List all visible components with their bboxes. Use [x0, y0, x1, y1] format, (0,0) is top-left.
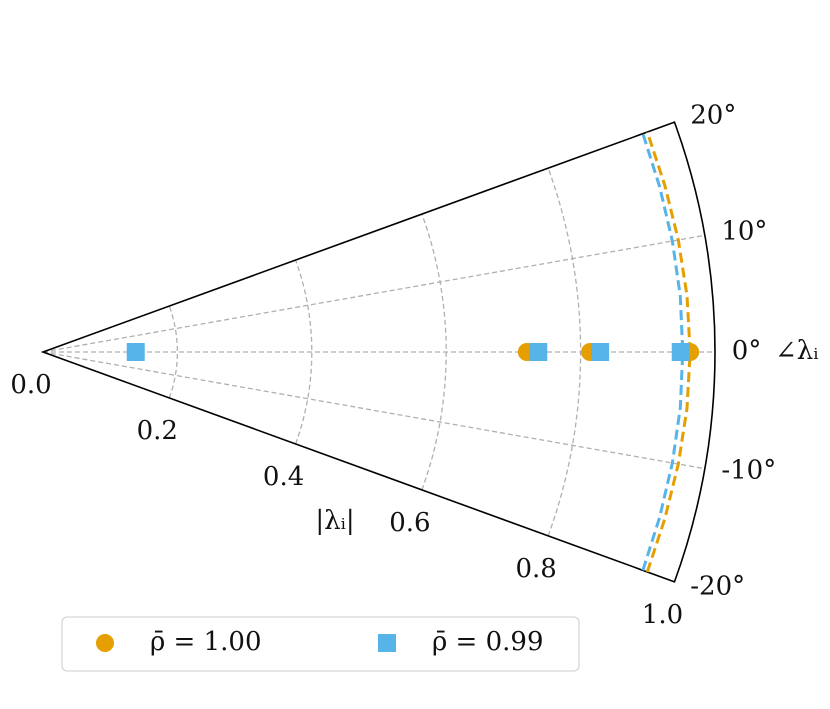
point — [671, 343, 690, 361]
legend-label: ρ̄ = 0.99 — [432, 627, 544, 657]
polar-frame — [40, 121, 716, 583]
r-axis-label: |λᵢ| — [315, 506, 354, 536]
theta-tick-label: 20° — [690, 100, 736, 130]
legend-marker — [378, 634, 396, 652]
theta-tick-label: -20° — [690, 572, 745, 602]
theta-axis-label: ∠λᵢ — [775, 336, 819, 366]
r-tick-label: 0.8 — [515, 554, 556, 584]
legend-marker — [96, 634, 114, 652]
grid-arc — [168, 305, 179, 399]
point — [126, 343, 145, 361]
point — [591, 343, 610, 361]
legend-label: ρ̄ = 1.00 — [150, 627, 262, 657]
grid-arc — [421, 213, 447, 491]
grid-ray — [42, 351, 705, 470]
legend-box — [61, 616, 580, 672]
r-tick-label: 0.0 — [10, 370, 51, 400]
r-tick-label: 0.2 — [137, 416, 178, 446]
r-tick-label: 1.0 — [642, 600, 683, 630]
point — [529, 343, 548, 361]
theta-tick-label: 10° — [721, 216, 767, 246]
grid-ray — [42, 234, 705, 353]
r-tick-label: 0.6 — [389, 508, 430, 538]
theta-tick-label: -10° — [721, 456, 776, 486]
theta-tick-label: 0° — [732, 336, 762, 366]
r-tick-label: 0.4 — [263, 462, 304, 492]
